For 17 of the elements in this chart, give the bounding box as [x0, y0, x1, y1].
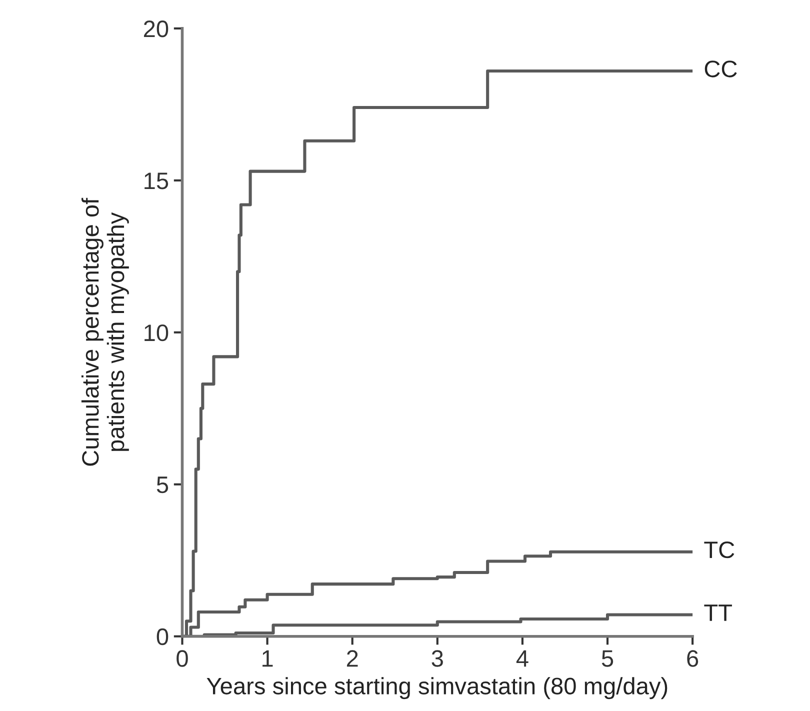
y-tick-label: 15	[144, 172, 168, 190]
y-tick-label: 5	[156, 476, 168, 494]
x-tick-label: 6	[687, 650, 698, 667]
x-tick-label: 3	[432, 650, 443, 667]
y-axis-title: Cumulative percentage of patients with myopathy	[81, 198, 129, 466]
x-tick-label: 0	[176, 650, 188, 667]
series-label: CC	[704, 60, 737, 78]
y-tick-label: 10	[144, 324, 168, 342]
x-tick-label: 5	[602, 650, 614, 667]
y-tick-label: 0	[156, 628, 168, 646]
x-axis-title: Years since starting simvastatin (80 mg/day)	[206, 677, 668, 700]
x-tick-label: 2	[346, 650, 358, 667]
series-label: TC	[704, 541, 734, 558]
y-tick-label: 20	[144, 20, 168, 38]
x-tick-label: 1	[262, 650, 273, 667]
x-tick-label: 4	[516, 650, 528, 667]
series-label: TT	[704, 604, 732, 621]
